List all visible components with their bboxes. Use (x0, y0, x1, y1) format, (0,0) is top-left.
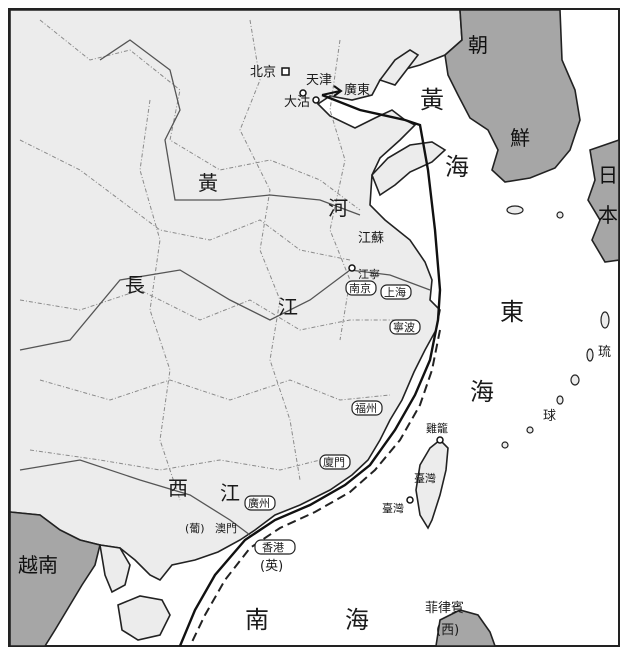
city-markers (281, 67, 444, 504)
rivers (19, 39, 431, 536)
country-label-japan-1: 日 (598, 163, 618, 187)
port-box-hongkong (254, 539, 296, 555)
sea-label-nan-1: 南 (245, 606, 269, 634)
city-label-beijing: 北京 (250, 65, 276, 80)
country-label-korea-2: 鮮 (510, 126, 530, 150)
port-box-guangzhou (244, 495, 276, 511)
country-label-korea-1: 朝 (468, 33, 488, 57)
port-box-shanghai (380, 284, 412, 300)
city-label-macau: 澳門 (215, 522, 237, 535)
city-label-taiwan-2: 臺灣 (382, 501, 404, 515)
sea-label-huang-1: 黃 (420, 86, 444, 114)
port-label-shanghai: 上海 (384, 285, 406, 299)
vietnam-landmass (9, 511, 101, 647)
island-label-taiwan-1: 臺灣 (414, 471, 436, 485)
japan-landmass (587, 138, 620, 263)
sea-label-dong-2: 海 (470, 378, 494, 406)
city-label-jiangning: 江寧 (358, 267, 380, 281)
shandong-peninsula (371, 141, 447, 197)
port-label-guangzhou: 廣州 (248, 496, 270, 510)
port-label-xiamen: 廈門 (323, 455, 345, 469)
route-label-guangdong: 廣東 (344, 82, 370, 98)
port-label-nanjing: 南京 (349, 281, 371, 295)
route-arrow (321, 85, 343, 97)
country-label-japan-2: 本 (598, 203, 618, 227)
leizhou-peninsula (99, 544, 131, 594)
city-label-jilong: 雞籠 (426, 421, 448, 435)
port-box-xiamen (319, 454, 351, 470)
province-label-jiangsu: 江蘇 (358, 231, 384, 246)
city-label-dagu: 大沽 (284, 95, 310, 110)
sea-label-nan-2: 海 (345, 606, 369, 634)
sea-label-dong-1: 東 (500, 298, 524, 326)
chang-jiang-river (19, 269, 431, 351)
hainan-island (117, 595, 171, 641)
taiwan-island (415, 438, 449, 530)
country-label-ryukyu-2: 球 (543, 409, 556, 424)
port-label-fuzhou: 福州 (355, 401, 377, 415)
route-solid-line (178, 93, 442, 647)
port-box-fuzhou (351, 400, 383, 416)
river-label-chang-2: 江 (278, 295, 298, 319)
sea-label-huang-2: 海 (445, 153, 469, 181)
city-label-tianjin: 天津 (306, 73, 332, 88)
port-box-ningbo (389, 319, 421, 335)
country-label-ryukyu-1: 琉 (598, 345, 611, 360)
huang-he-river (99, 39, 361, 216)
country-label-philippines: 菲律賓 (425, 600, 464, 616)
hongkong-owner-label: (英) (260, 559, 283, 574)
macau-owner-label: (葡) (185, 522, 205, 535)
river-label-huang-1: 黃 (198, 171, 218, 195)
xi-jiang-river (19, 459, 251, 536)
philippines-landmass (435, 609, 497, 647)
philippines-owner-label: (西) (436, 623, 459, 638)
china-landmass (9, 9, 463, 582)
korea-landmass (444, 9, 581, 183)
river-label-xi-2: 江 (220, 481, 240, 505)
route-dashed-line (189, 329, 441, 647)
river-label-huang-2: 河 (328, 196, 348, 220)
country-label-vietnam: 越南 (18, 553, 58, 577)
port-label-ningbo: 寧波 (393, 320, 415, 334)
river-label-xi-1: 西 (168, 476, 188, 500)
port-label-hongkong: 香港 (262, 541, 284, 554)
liaodong-peninsula (378, 49, 420, 86)
river-label-chang-1: 長 (125, 273, 145, 297)
ryukyu-islands (501, 205, 610, 449)
port-box-nanjing (345, 280, 377, 296)
